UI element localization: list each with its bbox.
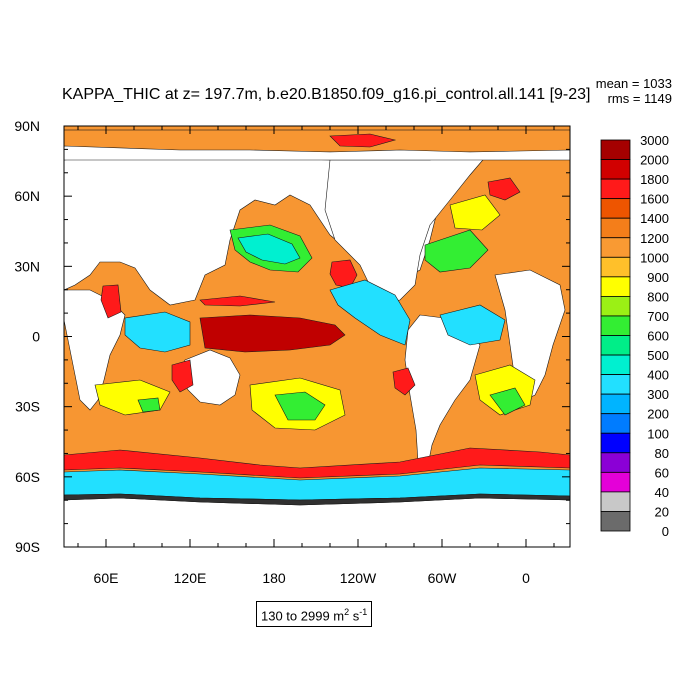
colorbar-label: 1200 — [640, 231, 669, 246]
colorbar-segment — [600, 335, 631, 356]
x-tick-label: 60E — [94, 570, 119, 586]
south-atlantic-green — [489, 387, 526, 416]
colorbar-label: 2000 — [640, 153, 669, 168]
x-axis: 60E 120E 180 120W 60W 0 — [77, 126, 555, 586]
y-axis: 90N 60N 30N 0 30S 60S 90S — [14, 118, 570, 555]
y-tick-label: 0 — [32, 329, 40, 345]
y-tick-label: 90S — [15, 539, 40, 555]
north-atlantic-green — [424, 229, 489, 273]
ocean-field — [64, 126, 570, 547]
colorbar-label: 3000 — [640, 133, 669, 148]
colorbar-label: 1000 — [640, 250, 669, 265]
colorbar-label: 400 — [647, 368, 669, 383]
colorbar-label: 500 — [647, 348, 669, 363]
colorbar-label: 80 — [655, 446, 669, 461]
land-antarctica — [64, 497, 570, 547]
colorbar-segment — [600, 256, 631, 278]
southern-ocean-red — [64, 447, 570, 479]
land-south-america — [404, 314, 481, 466]
colorbar-segment — [600, 139, 631, 160]
land-africa-right — [494, 269, 566, 401]
colorbar-segment — [600, 159, 631, 180]
colorbar-label: 100 — [647, 426, 669, 441]
y-tick-label: 60S — [15, 469, 40, 485]
x-tick-label: 180 — [262, 570, 286, 586]
equatorial-pacific-red — [199, 314, 346, 353]
colorbar: 3000200018001600140012001000900800700600… — [600, 133, 669, 539]
colorbar-label: 600 — [647, 329, 669, 344]
y-tick-label: 30N — [14, 258, 40, 274]
equatorial-red-bright — [199, 295, 276, 307]
y-tick-label: 30S — [15, 399, 40, 415]
southern-ocean-dark — [64, 493, 570, 506]
south-pacific-green — [274, 391, 326, 421]
colorbar-segment — [600, 491, 631, 512]
north-atlantic-yellow — [449, 194, 501, 231]
colorbar-segment — [600, 237, 631, 258]
east-india-red — [171, 359, 194, 393]
colorbar-segment — [600, 374, 631, 395]
colorbar-label: 900 — [647, 270, 669, 285]
x-tick-label: 120E — [174, 570, 207, 586]
rms-stat: rms = 1149 — [607, 91, 672, 106]
stats-block: mean = 1033 rms = 1149 — [588, 76, 672, 106]
range-label: 130 to 2999 m2 s-1 — [256, 601, 373, 628]
colorbar-segment — [600, 393, 631, 415]
colorbar-segment — [600, 432, 631, 454]
colorbar-segment — [600, 217, 631, 239]
x-tick-label: 60W — [428, 570, 458, 586]
atlantic-equatorial-cyan — [439, 304, 506, 346]
colorbar-label: 300 — [647, 387, 669, 402]
colorbar-label: 200 — [647, 407, 669, 422]
colorbar-segment — [600, 178, 631, 200]
colorbar-label: 1600 — [640, 192, 669, 207]
colorbar-segment — [600, 276, 631, 297]
arctic-white-land — [64, 145, 570, 161]
colorbar-label: 700 — [647, 309, 669, 324]
colorbar-segment — [600, 452, 631, 473]
colorbar-segment — [600, 471, 631, 493]
south-pacific-red — [392, 367, 416, 396]
x-tick-label: 120W — [340, 570, 377, 586]
colorbar-segment — [600, 413, 631, 434]
x-tick-label: 0 — [522, 570, 530, 586]
indian-red — [100, 284, 122, 319]
colorbar-label: 20 — [655, 504, 669, 519]
y-tick-label: 60N — [14, 188, 40, 204]
colorbar-label: 1400 — [640, 211, 669, 226]
colorbar-label: 800 — [647, 289, 669, 304]
colorbar-segment — [600, 198, 631, 219]
south-indian-green — [137, 397, 161, 413]
colorbar-label: 60 — [655, 465, 669, 480]
y-tick-label: 90N — [14, 118, 40, 134]
east-pacific-cyan — [329, 279, 411, 346]
colorbar-segment — [600, 511, 631, 532]
colorbar-label: 1800 — [640, 172, 669, 187]
colorbar-label: 40 — [655, 485, 669, 500]
colorbar-segment — [600, 315, 631, 336]
arctic-red — [329, 133, 397, 148]
colorbar-label: 0 — [662, 524, 669, 539]
north-pacific-teal — [237, 233, 301, 265]
map-title: KAPPA_THIC at z= 197.7m, b.e20.B1850.f09… — [62, 86, 591, 103]
north-atlantic-red — [487, 177, 521, 201]
colorbar-segment — [600, 295, 631, 317]
mean-stat: mean = 1033 — [595, 76, 672, 91]
indian-ocean-cyan — [124, 311, 191, 353]
colorbar-segment — [600, 354, 631, 375]
